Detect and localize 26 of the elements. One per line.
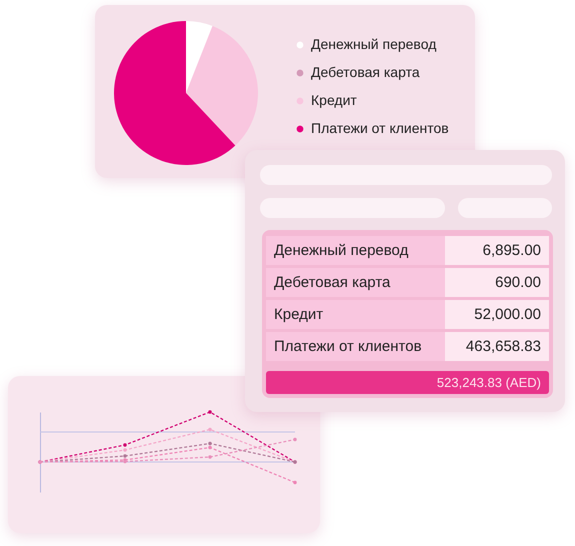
point xyxy=(208,442,212,446)
point xyxy=(123,448,127,452)
category-label: Платежи от клиентов xyxy=(266,332,445,361)
legend-label: Платежи от клиентов xyxy=(311,120,449,136)
point xyxy=(293,438,297,442)
point xyxy=(208,428,212,432)
category-label: Денежный перевод xyxy=(266,236,445,265)
text: 523,243.83 (AED) xyxy=(266,371,549,394)
category-label: Дебетовая карта xyxy=(266,268,445,297)
point xyxy=(123,443,127,447)
legend-label: Дебетовая карта xyxy=(311,64,420,80)
legend-label: Денежный перевод xyxy=(311,36,436,52)
data-label: 690.00 xyxy=(445,268,549,297)
pie-slice xyxy=(186,21,213,93)
pie-slice xyxy=(114,21,236,165)
pie-slice xyxy=(186,26,258,146)
legend-label: Кредит xyxy=(311,92,358,108)
data-label: 6,895.00 xyxy=(445,236,549,265)
point xyxy=(208,455,212,459)
point xyxy=(293,480,297,484)
category-label: Кредит xyxy=(266,300,445,329)
point xyxy=(208,410,212,414)
data-label: 52,000.00 xyxy=(445,300,549,329)
data-label: 463,658.83 xyxy=(445,332,549,361)
point xyxy=(123,454,127,458)
point xyxy=(208,446,212,450)
